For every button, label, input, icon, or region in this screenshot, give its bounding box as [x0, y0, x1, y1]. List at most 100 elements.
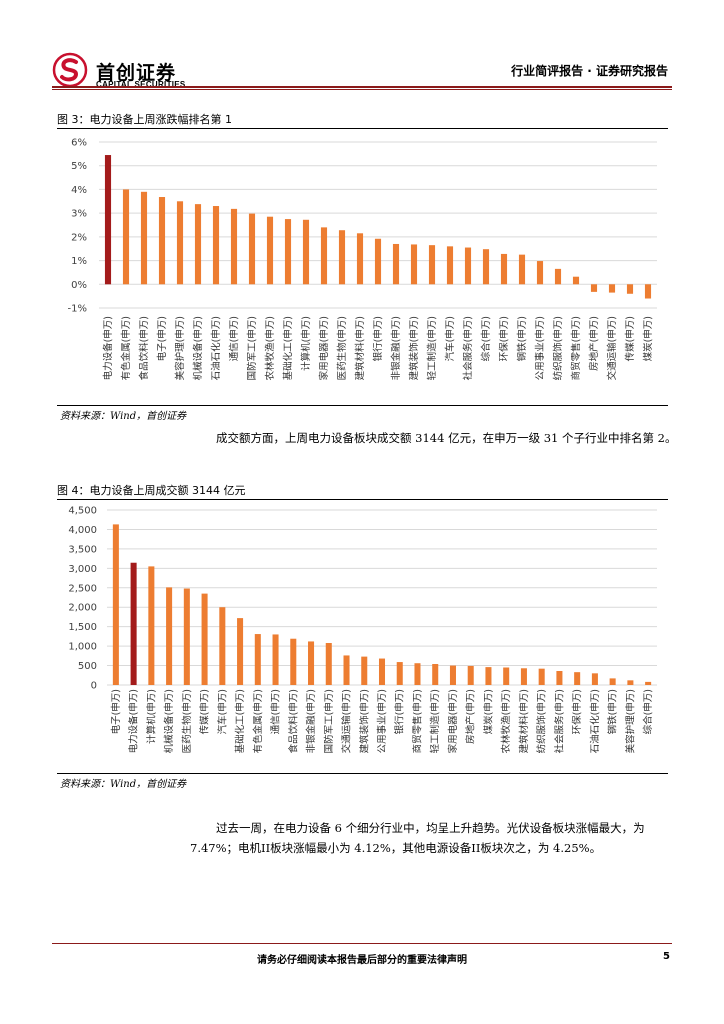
figure3-title: 图 3：电力设备上周涨跌幅排名第 1 [57, 113, 232, 126]
fig4-x-tick-label: 煤炭(申万) [482, 689, 494, 734]
fig4-x-tick-label: 基础化工(申万) [234, 689, 246, 753]
fig3-y-tick-label: 0% [71, 280, 87, 291]
fig3-x-tick-label: 基础化工(申万) [282, 316, 294, 380]
fig4-x-tick-label: 汽车(申万) [216, 689, 228, 734]
fig4-y-tick-label: 2,500 [68, 583, 97, 594]
fig3-y-tick-label: 5% [71, 161, 87, 172]
fig3-x-tick-label: 环保(申万) [498, 316, 510, 361]
fig4-bar [414, 663, 421, 685]
fig3-x-tick-label: 国防军工(申万) [246, 316, 258, 380]
fig4-bar [538, 668, 545, 685]
fig3-bar [464, 247, 472, 285]
fig3-x-tick-label: 建筑装饰(申万) [408, 316, 420, 380]
fig4-bar [254, 634, 261, 685]
fig4-x-tick-label: 家用电器(申万) [447, 689, 459, 753]
fig4-x-tick-label: 银行(申万) [394, 689, 406, 734]
fig3-x-tick-label: 汽车(申万) [444, 316, 456, 361]
fig3-bar [284, 219, 292, 285]
fig3-bar [176, 201, 184, 285]
fig4-bar [219, 607, 226, 685]
fig4-x-tick-label: 社会服务(申万) [553, 689, 565, 753]
fig4-bar [361, 656, 368, 685]
fig3-x-tick-label: 公用事业(申万) [534, 316, 546, 380]
fig4-x-tick-label: 房地产(申万) [465, 689, 477, 744]
fig3-x-tick-label: 石油石化(申万) [210, 316, 222, 380]
fig3-bar [356, 233, 364, 285]
fig4-y-tick-label: 3,500 [68, 544, 97, 555]
fig4-y-tick-label: 2,000 [68, 603, 97, 614]
fig3-y-tick-label: 2% [71, 232, 87, 243]
fig3-bar [428, 245, 436, 285]
fig4-x-tick-label: 农林牧渔(申万) [500, 689, 512, 753]
fig3-bar [194, 204, 202, 285]
fig3-bar [644, 284, 652, 299]
fig4-x-tick-label: 石油石化(申万) [589, 689, 601, 753]
fig4-x-tick-label: 轻工制造(申万) [429, 689, 441, 753]
fig3-x-tick-label: 综合(申万) [480, 316, 492, 361]
fig4-x-tick-label: 电力设备(申万) [128, 689, 140, 753]
fig3-bar [230, 208, 238, 285]
fig3-x-tick-label: 交通运输(申万) [606, 316, 618, 380]
fig4-bar [112, 524, 119, 685]
fig3-x-tick-label: 社会服务(申万) [462, 316, 474, 380]
fig4-bar [645, 681, 652, 685]
fig3-x-tick-label: 医药生物(申万) [336, 316, 348, 380]
fig3-bar [374, 238, 382, 285]
fig3-bar [626, 284, 634, 294]
fig3-bar [320, 227, 328, 285]
fig4-bar [378, 658, 386, 685]
fig4-y-tick-label: 4,500 [68, 506, 97, 517]
fig3-bar [608, 284, 616, 293]
fig3-x-tick-label: 建筑材料(申万) [354, 316, 366, 380]
fig4-x-tick-label: 医药生物(申万) [181, 689, 193, 753]
fig4-bar [520, 668, 527, 685]
header-divider [52, 86, 672, 88]
fig3-y-tick-label: 3% [71, 209, 87, 220]
fig3-x-tick-label: 传媒(申万) [624, 316, 636, 361]
fig3-bar [410, 244, 418, 285]
fig3-x-tick-label: 美容护理(申万) [174, 316, 186, 380]
fig4-x-tick-label: 建筑材料(申万) [518, 689, 530, 753]
fig3-x-tick-label: 计算机(申万) [300, 316, 312, 371]
paragraph-turnover: 成交额方面，上周电力设备板块成交额 3144 亿元，在申万一级 31 个子行业中… [216, 431, 677, 445]
fig4-bar [574, 672, 581, 685]
fig3-bar [392, 243, 400, 285]
figure4-source: 资料来源：Wind，首创证券 [60, 779, 187, 790]
fig3-x-tick-label: 通信(申万) [228, 316, 240, 361]
brand-name-en: CAPITAL SECURITIES [96, 80, 186, 89]
footer-divider [52, 943, 672, 944]
fig4-x-tick-label: 食品饮料(申万) [287, 689, 299, 753]
fig4-x-tick-label: 商贸零售(申万) [411, 689, 423, 753]
fig4-bar [237, 618, 244, 685]
report-type: 行业简评报告 · 证券研究报告 [511, 64, 668, 78]
fig4-x-tick-label: 钢铁(申万) [607, 689, 619, 734]
fig3-x-tick-label: 有色金属(申万) [120, 316, 132, 380]
fig3-y-tick-label: 4% [71, 185, 87, 196]
fig4-x-tick-label: 非银金融(申万) [305, 689, 317, 753]
fig4-x-tick-label: 公用事业(申万) [376, 689, 388, 753]
fig4-y-tick-label: 0 [91, 681, 97, 692]
fig4-x-tick-label: 传媒(申万) [199, 689, 211, 734]
fig4-x-tick-label: 通信(申万) [270, 689, 282, 734]
fig3-x-tick-label: 农林牧渔(申万) [264, 316, 276, 380]
figure4-bottom-rule [57, 773, 668, 774]
fig3-bar [500, 253, 508, 285]
fig3-y-tick-label: -1% [68, 304, 87, 315]
fig4-bar [396, 662, 403, 685]
fig4-y-tick-label: 1,000 [68, 642, 97, 653]
fig3-bar [140, 191, 148, 285]
paragraph-subsectors: 过去一周，在电力设备 6 个细分行业中，均呈上升趋势。光伏设备板块涨幅最大，为 … [190, 821, 645, 855]
fig4-y-tick-label: 500 [78, 661, 97, 672]
fig3-bar [590, 284, 598, 292]
fig3-bar [518, 254, 526, 285]
fig3-x-tick-label: 纺织服饰(申万) [552, 316, 564, 380]
fig4-bar [591, 673, 598, 685]
brand-logo-icon [52, 52, 88, 88]
fig4-bar [556, 671, 563, 685]
fig3-y-tick-label: 1% [71, 256, 87, 267]
fig4-bar [130, 562, 137, 685]
fig3-bar [338, 230, 346, 285]
fig4-bar [609, 678, 616, 685]
fig4-x-tick-label: 综合(申万) [642, 689, 654, 734]
fig3-bar [266, 216, 274, 285]
